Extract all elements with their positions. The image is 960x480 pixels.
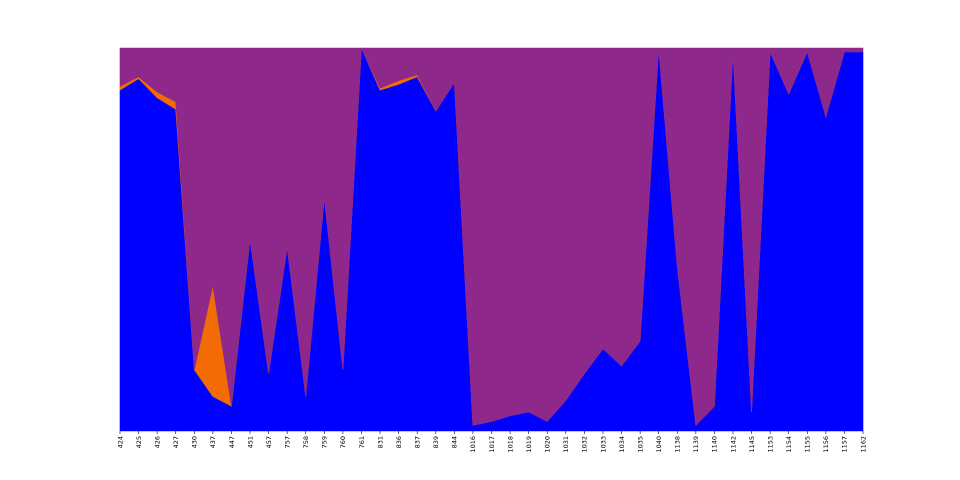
x-tick-label: 1156: [822, 436, 830, 453]
x-tick-label: 426: [153, 436, 161, 448]
x-tick-label: 761: [358, 436, 366, 448]
x-tick-label: 1162: [859, 436, 867, 453]
x-tick-label: 758: [302, 436, 310, 448]
x-tick-label: 437: [209, 436, 217, 448]
x-tick-label: 839: [432, 436, 440, 448]
x-tick-label: 1140: [711, 436, 719, 453]
x-tick-label: 759: [321, 436, 329, 448]
x-tick-label: 430: [191, 436, 199, 448]
x-tick-label: 1033: [599, 436, 607, 453]
x-tick-label: 425: [135, 436, 143, 448]
x-tick-label: 1031: [562, 436, 570, 453]
x-tick-label: 1019: [525, 436, 533, 453]
x-tick-label: 1035: [636, 436, 644, 453]
x-tick-label: 427: [172, 436, 180, 448]
x-tick-label: 1139: [692, 436, 700, 453]
area-series-3: [119, 47, 864, 426]
x-tick-label: 1020: [544, 436, 552, 453]
x-tick-label: 1017: [488, 436, 496, 453]
x-tick-label: 1032: [581, 436, 589, 453]
x-tick-label: 451: [246, 436, 254, 448]
x-tick-label: 424: [116, 436, 124, 448]
x-tick-label: 1016: [469, 436, 477, 453]
x-tick-label: 837: [414, 436, 422, 448]
x-tick-label: 457: [265, 436, 273, 448]
x-tick-label: 831: [376, 436, 384, 448]
x-tick-label: 1155: [804, 436, 812, 453]
x-tick-label: 1142: [729, 436, 737, 453]
x-tick-label: 1040: [655, 436, 663, 453]
x-tick-label: 1145: [748, 436, 756, 453]
x-tick-label: 757: [283, 436, 291, 448]
x-tick-label: 844: [451, 436, 459, 448]
x-tick-label: 1153: [766, 436, 774, 453]
x-tick-label: 760: [339, 436, 347, 448]
x-tick-label: 1018: [506, 436, 514, 453]
x-axis-ticks: 424 425 426 427 430 437 447 451 457 757 758 759 760 7…: [116, 431, 867, 453]
x-tick-label: 1138: [674, 436, 682, 453]
area-series-group: [119, 47, 864, 432]
x-tick-label: 1157: [841, 436, 849, 453]
x-tick-label: 1034: [618, 436, 626, 453]
x-tick-label: 447: [228, 436, 236, 448]
x-tick-label: 1154: [785, 436, 793, 453]
x-tick-label: 836: [395, 436, 403, 448]
